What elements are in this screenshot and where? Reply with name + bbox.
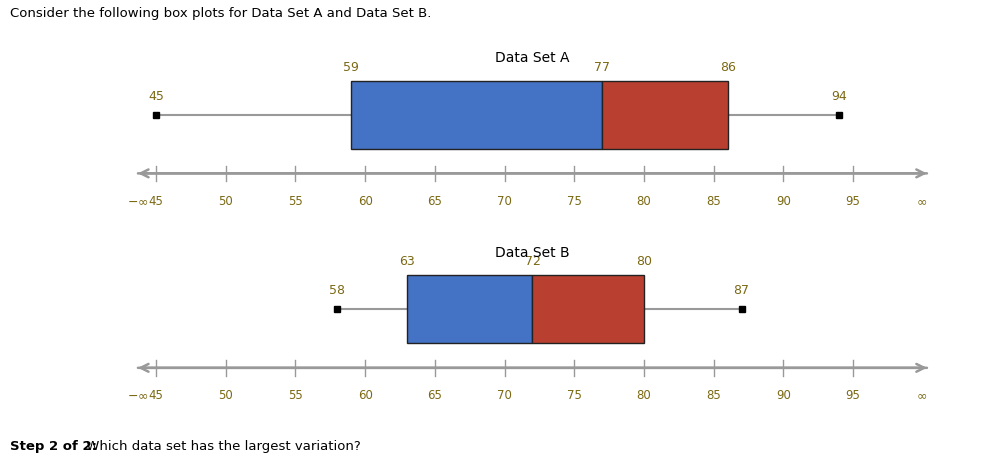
Text: Data Set A: Data Set A <box>495 51 570 65</box>
Text: 63: 63 <box>399 255 415 268</box>
Text: 80: 80 <box>637 195 652 208</box>
Text: 70: 70 <box>497 389 512 402</box>
Text: 59: 59 <box>343 61 359 74</box>
Text: 87: 87 <box>734 284 749 297</box>
Text: 50: 50 <box>218 195 233 208</box>
Text: 60: 60 <box>358 389 373 402</box>
Text: $-\infty$: $-\infty$ <box>127 389 149 402</box>
Bar <box>351 81 602 149</box>
Text: 95: 95 <box>846 195 861 208</box>
Text: 65: 65 <box>427 195 443 208</box>
Bar <box>602 81 728 149</box>
Text: 55: 55 <box>288 389 303 402</box>
Text: 45: 45 <box>149 195 164 208</box>
Text: $\infty$: $\infty$ <box>916 195 927 208</box>
Text: 65: 65 <box>427 389 443 402</box>
Text: 70: 70 <box>497 195 512 208</box>
Bar <box>407 275 532 344</box>
Text: 60: 60 <box>358 195 373 208</box>
Text: 90: 90 <box>776 389 791 402</box>
Text: 45: 45 <box>148 90 164 103</box>
Text: 80: 80 <box>637 389 652 402</box>
Text: 86: 86 <box>720 61 736 74</box>
Text: 75: 75 <box>567 389 582 402</box>
Text: 95: 95 <box>846 389 861 402</box>
Text: 77: 77 <box>595 61 610 74</box>
Text: 80: 80 <box>636 255 652 268</box>
Text: Which data set has the largest variation?: Which data set has the largest variation… <box>82 440 361 453</box>
Text: $-\infty$: $-\infty$ <box>127 195 149 208</box>
Text: Data Set B: Data Set B <box>495 246 570 260</box>
Text: 85: 85 <box>706 389 721 402</box>
Text: 45: 45 <box>149 389 164 402</box>
Bar <box>532 275 644 344</box>
Text: 75: 75 <box>567 195 582 208</box>
Text: 90: 90 <box>776 195 791 208</box>
Text: 50: 50 <box>218 389 233 402</box>
Text: 58: 58 <box>329 284 345 297</box>
Text: 94: 94 <box>831 90 847 103</box>
Text: 72: 72 <box>525 255 540 268</box>
Text: Consider the following box plots for Data Set A and Data Set B.: Consider the following box plots for Dat… <box>10 7 431 20</box>
Text: $\infty$: $\infty$ <box>916 389 927 402</box>
Text: Step 2 of 2:: Step 2 of 2: <box>10 440 97 453</box>
Text: 55: 55 <box>288 195 303 208</box>
Text: 85: 85 <box>706 195 721 208</box>
